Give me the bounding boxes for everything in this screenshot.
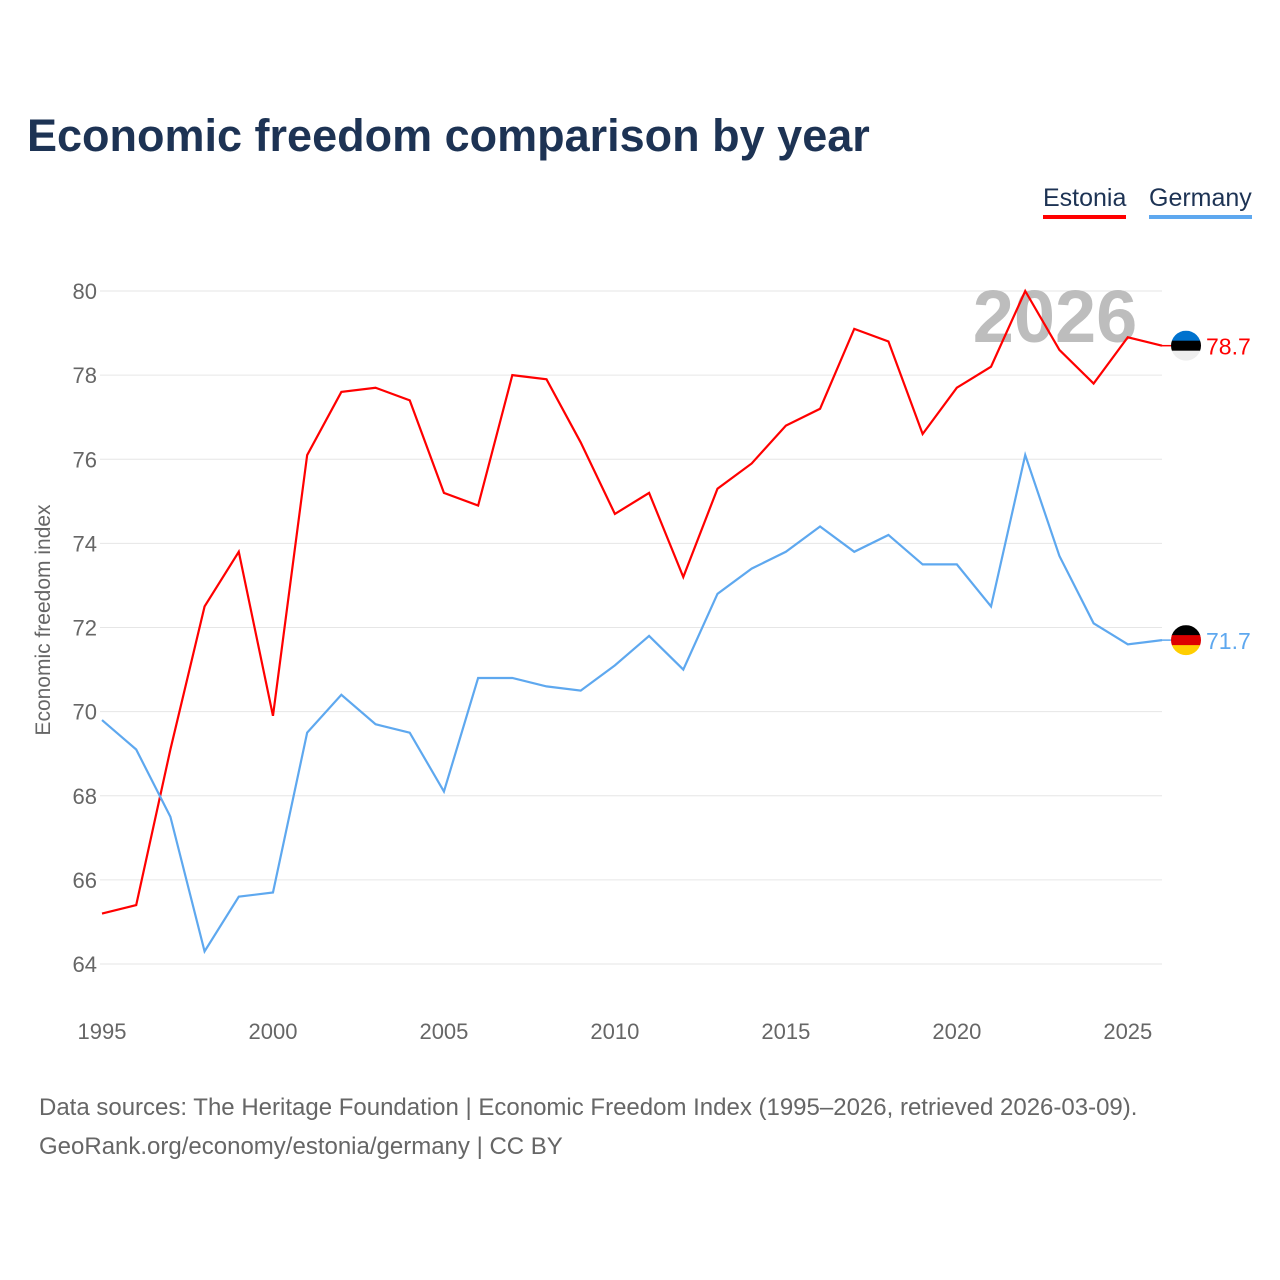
legend-item-estonia[interactable]: Estonia — [1043, 184, 1127, 219]
estonia-flag-icon — [1171, 330, 1201, 342]
footer-attribution: GeoRank.org/economy/estonia/germany | CC… — [39, 1133, 563, 1160]
estonia-flag-icon — [1171, 350, 1201, 361]
germany-flag-icon — [1171, 645, 1201, 656]
end-value-label: 71.7 — [1206, 628, 1251, 654]
y-tick-label: 66 — [73, 868, 97, 893]
y-tick-label: 76 — [73, 447, 97, 472]
y-tick-label: 74 — [73, 531, 97, 556]
x-tick-label: 2025 — [1103, 1019, 1152, 1044]
series-line-germany — [101, 450, 1163, 955]
y-tick-label: 80 — [73, 279, 97, 304]
end-value-label: 78.7 — [1206, 334, 1251, 360]
germany-flag-icon — [1171, 625, 1201, 636]
estonia-flag-icon — [1171, 340, 1201, 352]
y-tick-label: 64 — [73, 952, 97, 977]
watermark-year: 2026 — [973, 275, 1138, 358]
y-tick-label: 72 — [73, 616, 97, 641]
chart-title: Economic freedom comparison by year — [27, 110, 870, 161]
footer: Data sources: The Heritage Foundation | … — [39, 1088, 1137, 1166]
legend-item-germany[interactable]: Germany — [1149, 184, 1252, 219]
x-tick-label: 2000 — [248, 1019, 297, 1044]
x-tick-label: 2010 — [590, 1019, 639, 1044]
y-tick-label: 70 — [73, 700, 97, 725]
germany-flag-icon — [1171, 635, 1201, 646]
series-line-estonia — [101, 288, 1163, 915]
x-tick-label: 2005 — [419, 1019, 468, 1044]
x-tick-label: 2020 — [932, 1019, 981, 1044]
x-tick-label: 2015 — [761, 1019, 810, 1044]
y-tick-label: 68 — [73, 784, 97, 809]
x-tick-label: 1995 — [78, 1019, 127, 1044]
y-tick-label: 78 — [73, 363, 97, 388]
y-axis-label: Economic freedom index — [32, 504, 55, 736]
footer-sources: Data sources: The Heritage Foundation | … — [39, 1094, 1138, 1121]
